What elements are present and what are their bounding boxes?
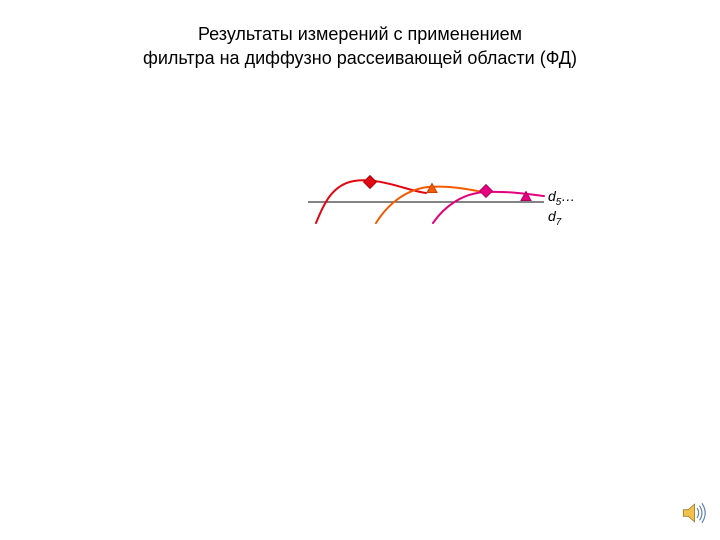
speaker-icon[interactable] xyxy=(680,500,706,526)
line-chart: d5…d7 xyxy=(308,157,578,227)
title-line-1: Результаты измерений с применением xyxy=(0,22,720,46)
page-title: Результаты измерений с применением фильт… xyxy=(0,22,720,71)
marker-1 xyxy=(427,184,437,193)
title-line-2: фильтра на диффузно рассеивающей области… xyxy=(0,46,720,70)
marker-0 xyxy=(364,176,377,189)
speaker-svg xyxy=(680,500,706,526)
chart-svg xyxy=(308,157,578,227)
axis-label: d5…d7 xyxy=(548,188,578,228)
marker-2 xyxy=(480,185,493,198)
